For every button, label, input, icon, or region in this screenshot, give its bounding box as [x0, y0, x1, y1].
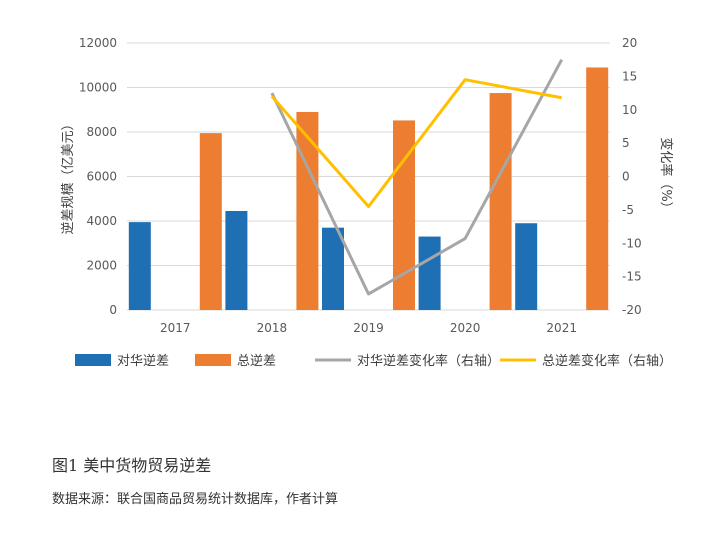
line-total-deficit-change — [270, 78, 562, 209]
chart: 0 2000 4000 6000 8000 10000 12000 -20 -15 -10 -5 0 5… — [60, 36, 674, 369]
bar-china-deficit — [225, 210, 248, 310]
y-left-tick-label: 6000 — [86, 170, 117, 184]
bar-china-deficit — [515, 223, 538, 310]
y-left-tick-label: 8000 — [86, 125, 117, 139]
lines — [270, 58, 564, 296]
y-left-tick-label: 2000 — [86, 259, 117, 273]
bar-total-deficit — [586, 67, 609, 310]
y-left-tick-label: 10000 — [79, 81, 117, 95]
y-right-tick-label: -5 — [622, 203, 634, 217]
y-left-tick-label: 4000 — [86, 214, 117, 228]
legend-label: 对华逆差 — [117, 353, 169, 369]
y-left-tick-label: 0 — [109, 303, 117, 317]
y-axis-left-title: 逆差规模（亿美元） — [60, 117, 76, 234]
x-tick-label: 2018 — [257, 321, 288, 335]
bar-china-deficit — [128, 222, 151, 310]
data-source-note: 数据来源：联合国商品贸易统计数据库，作者计算 — [52, 492, 339, 507]
bar-total-deficit — [296, 111, 319, 310]
y-right-tick-label: -15 — [622, 270, 642, 284]
legend-label: 对华逆差变化率（右轴） — [357, 353, 500, 369]
y-right-tick-label: 10 — [622, 103, 637, 117]
bar-total-deficit — [199, 133, 222, 310]
figure-caption: 图1 美中货物贸易逆差 — [52, 456, 212, 475]
x-tick-label: 2020 — [450, 321, 481, 335]
legend-label: 总逆差变化率（右轴） — [542, 353, 672, 369]
line-china-deficit-change — [270, 58, 564, 296]
y-right-tick-label: 20 — [622, 36, 637, 50]
x-tick-label: 2019 — [353, 321, 384, 335]
y-right-tick-label: -20 — [622, 303, 642, 317]
axes: 0 2000 4000 6000 8000 10000 12000 -20 -15 -10 -5 0 5… — [79, 36, 642, 335]
y-left-tick-label: 12000 — [79, 36, 117, 50]
legend-swatch — [75, 354, 111, 366]
bars — [128, 67, 609, 311]
grid-lines — [127, 42, 610, 311]
y-right-tick-label: -10 — [622, 236, 642, 250]
bar-china-deficit — [322, 227, 344, 310]
y-axis-right-title: 变化率（%） — [658, 137, 674, 214]
y-right-tick-label: 15 — [622, 69, 637, 83]
legend-label: 总逆差 — [237, 353, 276, 369]
bar-china-deficit — [418, 236, 441, 310]
y-right-tick-label: 5 — [622, 136, 630, 150]
legend-swatch — [195, 354, 231, 366]
x-tick-label: 2017 — [160, 321, 191, 335]
x-tick-label: 2021 — [546, 321, 577, 335]
y-right-tick-label: 0 — [622, 170, 630, 184]
legend: 对华逆差 总逆差 对华逆差变化率（右轴） 总逆差变化率（右轴） — [75, 353, 672, 369]
bar-total-deficit — [489, 93, 512, 310]
